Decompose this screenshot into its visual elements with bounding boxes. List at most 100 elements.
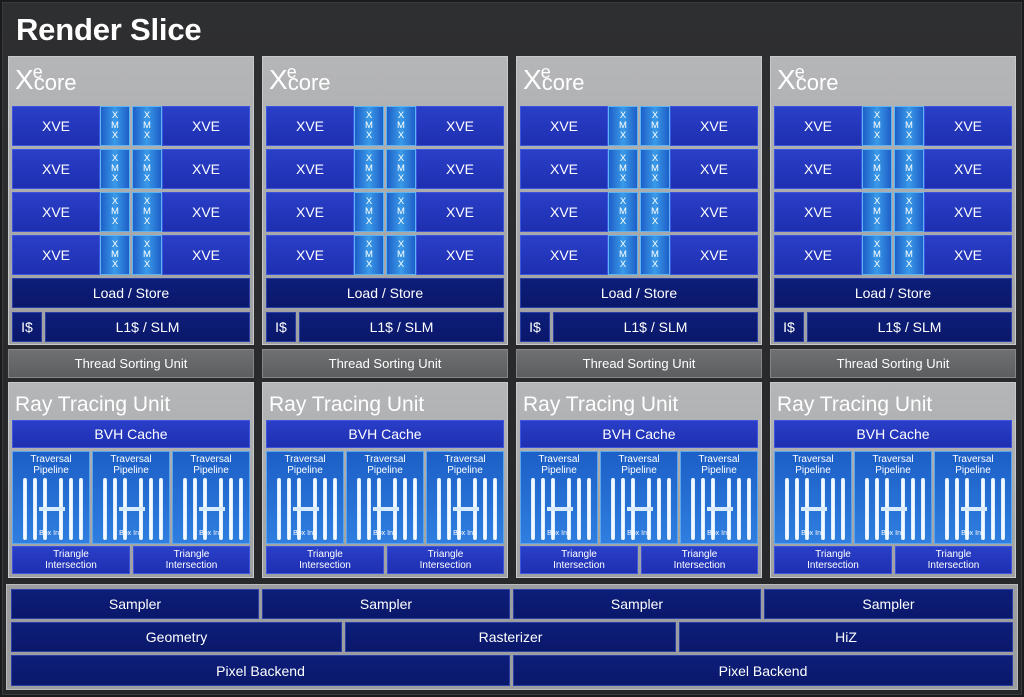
xve-label: XVE: [41, 247, 70, 263]
pipeline-bars: Box Int.: [525, 478, 593, 540]
xe-core-logo: Xecore: [15, 62, 77, 95]
bvh-cache-block: BVH Cache: [12, 420, 250, 448]
pipeline-bar: [865, 478, 869, 540]
icache-label: I$: [783, 319, 795, 335]
xve-label: XVE: [445, 161, 474, 177]
xve-block: XVE: [416, 149, 504, 189]
load-store-label: Load / Store: [854, 285, 932, 301]
traversal-pipeline-label: Traversal Pipeline: [952, 454, 994, 476]
traversal-pipeline-label: Traversal Pipeline: [284, 454, 326, 476]
pipeline-bar: [277, 478, 281, 540]
thread-sorting-unit-label: Thread Sorting Unit: [328, 356, 442, 371]
pipeline-crossbar: [293, 507, 319, 511]
pipeline-bar: [921, 478, 925, 540]
bvh-cache-block: BVH Cache: [520, 420, 758, 448]
xve-label: XVE: [295, 247, 324, 263]
xve-block: XVE: [416, 235, 504, 275]
triangle-intersection-block: Triangle Intersection: [266, 546, 384, 574]
xve-block: XVE: [520, 192, 608, 232]
xve-label: XVE: [699, 204, 728, 220]
hiz-block: HiZ: [679, 622, 1013, 652]
traversal-pipeline: Traversal Pipeline Box Int.: [680, 451, 758, 544]
xve-block: XVE: [12, 149, 100, 189]
traversal-pipeline-label: Traversal Pipeline: [538, 454, 580, 476]
triangle-intersection-block: Triangle Intersection: [641, 546, 758, 574]
xve-label: XVE: [445, 118, 474, 134]
pipeline-bar: [149, 478, 153, 540]
box-int-label: Box Int.: [453, 530, 477, 537]
sampler-block: Sampler: [764, 589, 1013, 619]
xve-label: XVE: [549, 204, 578, 220]
load-store-block: Load / Store: [520, 278, 758, 308]
icache-block: I$: [266, 312, 296, 342]
traversal-pipeline-label: Traversal Pipeline: [792, 454, 834, 476]
xve-block: XVE: [162, 106, 250, 146]
icache-label: I$: [21, 319, 33, 335]
triangle-intersection-block: Triangle Intersection: [895, 546, 1012, 574]
bvh-cache-label: BVH Cache: [348, 426, 422, 442]
xve-label: XVE: [699, 247, 728, 263]
xe-core-logo: Xecore: [777, 62, 839, 95]
bvh-cache-block: BVH Cache: [774, 420, 1012, 448]
pipeline-bar: [657, 478, 661, 540]
traversal-pipeline-label: Traversal Pipeline: [190, 454, 232, 476]
pixel-backend-block: Pixel Backend: [11, 655, 510, 686]
xve-block: XVE: [12, 192, 100, 232]
box-int-label: Box Int.: [199, 530, 223, 537]
traversal-pipeline-label: Traversal Pipeline: [110, 454, 152, 476]
pipeline-bar: [991, 478, 995, 540]
pipeline-crossbar: [119, 507, 145, 511]
pipeline-bar: [587, 478, 591, 540]
traversal-pipeline-label: Traversal Pipeline: [618, 454, 660, 476]
pipeline-bar: [33, 478, 37, 540]
pipeline-bar: [357, 478, 361, 540]
box-int-label: Box Int.: [707, 530, 731, 537]
xve-block: XVE: [670, 149, 758, 189]
hiz-label: HiZ: [835, 629, 857, 645]
pipeline-bar: [875, 478, 879, 540]
bvh-cache-label: BVH Cache: [856, 426, 930, 442]
xve-block: XVE: [520, 235, 608, 275]
l1-slm-block: L1$ / SLM: [299, 312, 504, 342]
pipeline-bar: [541, 478, 545, 540]
xve-label: XVE: [953, 161, 982, 177]
pipeline-bar: [437, 478, 441, 540]
pipeline-crossbar: [199, 507, 225, 511]
pipeline-bar: [113, 478, 117, 540]
page-title: Render Slice: [16, 12, 202, 47]
sampler-block: Sampler: [262, 589, 510, 619]
pixel-backend-block: Pixel Backend: [513, 655, 1013, 686]
pipeline-bars: Box Int.: [271, 478, 339, 540]
pipeline-bar: [23, 478, 27, 540]
ray-tracing-unit-title: Ray Tracing Unit: [777, 393, 933, 416]
sampler-label: Sampler: [359, 596, 413, 612]
traversal-pipeline: Traversal Pipeline Box Int.: [12, 451, 90, 544]
pipeline-bar: [79, 478, 83, 540]
xe-core-logo: Xecore: [269, 62, 331, 95]
xve-label: XVE: [295, 161, 324, 177]
box-int-label: Box Int.: [39, 530, 63, 537]
l1-slm-block: L1$ / SLM: [45, 312, 250, 342]
xve-block: XVE: [162, 192, 250, 232]
pipeline-bar: [333, 478, 337, 540]
triangle-intersection-block: Triangle Intersection: [12, 546, 130, 574]
xve-label: XVE: [295, 204, 324, 220]
l1-slm-block: L1$ / SLM: [807, 312, 1012, 342]
geometry-label: Geometry: [145, 629, 208, 645]
bvh-cache-label: BVH Cache: [602, 426, 676, 442]
sampler-block: Sampler: [513, 589, 761, 619]
sampler-block: Sampler: [11, 589, 259, 619]
xve-block: XVE: [670, 192, 758, 232]
xve-block: XVE: [416, 192, 504, 232]
